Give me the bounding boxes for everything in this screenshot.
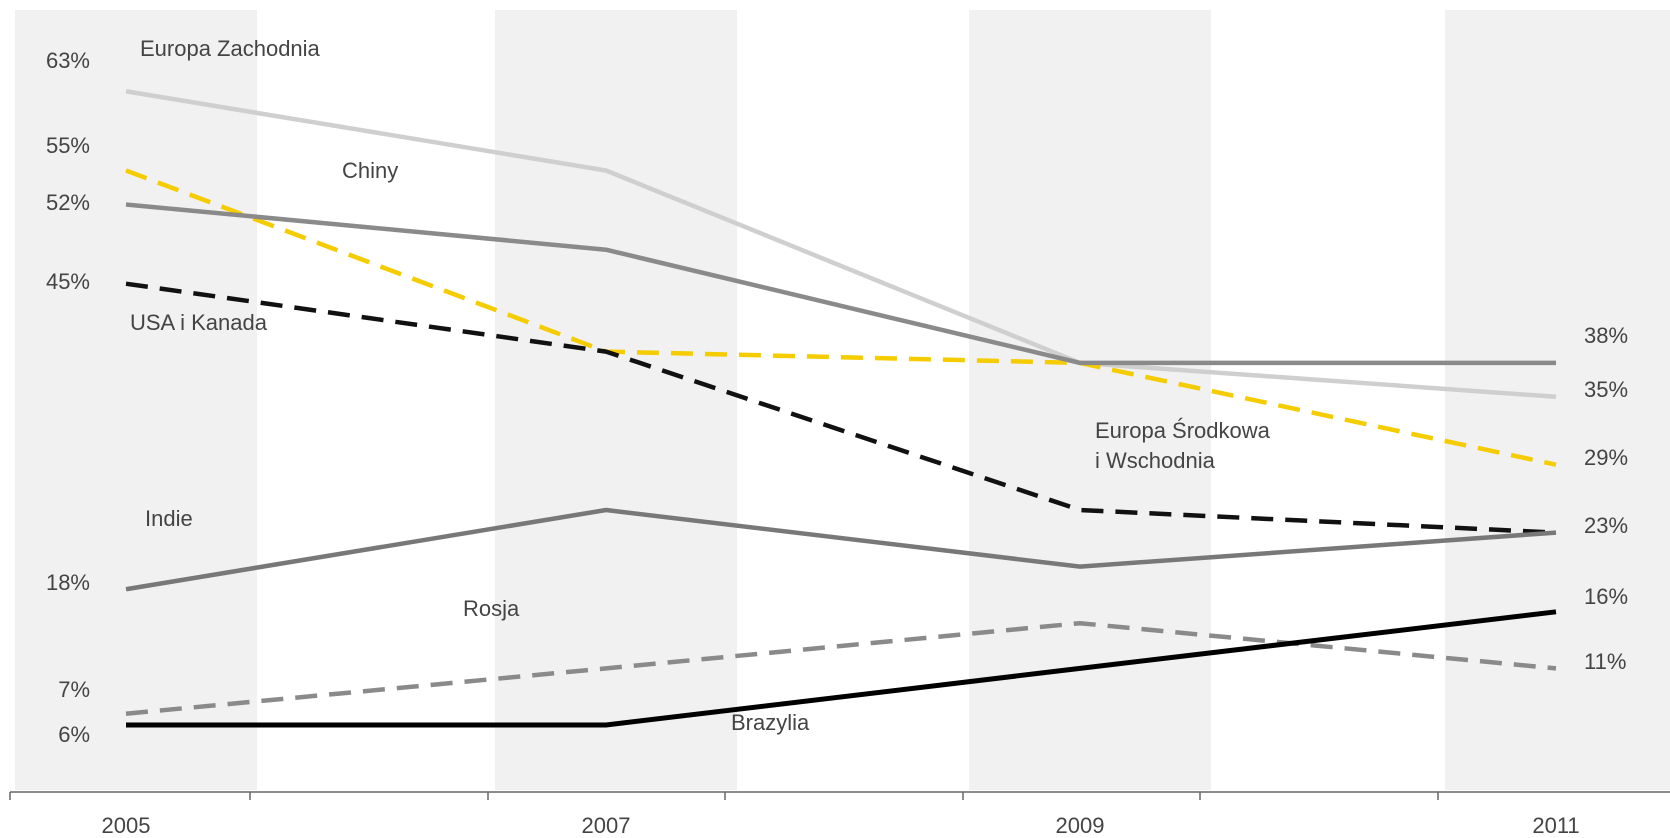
series-line-chiny (125, 168, 1557, 467)
start-value-label-indie: 18% (46, 570, 90, 595)
end-value-label-brazylia: 16% (1584, 584, 1628, 609)
start-value-label-brazylia: 6% (58, 722, 90, 747)
end-value-label-esw: 38% (1584, 323, 1628, 348)
series-name-label-usa: USA i Kanada (130, 310, 268, 335)
series-name-label-esw: Europa Środkowa i Wschodnia (1095, 418, 1271, 473)
start-value-label-ez: 63% (46, 48, 90, 73)
series-line-ez (125, 89, 1557, 400)
end-value-label-indie: 23% (1584, 513, 1628, 538)
band-2011 (1445, 10, 1670, 790)
x-tick-label-2007: 2007 (582, 813, 631, 838)
series-name-label-ez: Europa Zachodnia (140, 36, 321, 61)
series-name-label-indie: Indie (145, 506, 193, 531)
series-name-label-brazylia: Brazylia (731, 710, 810, 735)
series-line-esw (125, 202, 1556, 366)
end-value-label-rosja: 11% (1584, 649, 1626, 674)
series-line-rosja (125, 620, 1557, 716)
band-2005 (15, 10, 257, 790)
start-value-label-esw: 52% (46, 190, 90, 215)
start-value-label-usa: 45% (46, 269, 90, 294)
start-value-label-rosja: 7% (58, 677, 90, 702)
start-value-label-chiny: 55% (46, 133, 90, 158)
end-value-label-chiny: 29% (1584, 445, 1628, 470)
x-tick-label-2011: 2011 (1532, 813, 1579, 838)
x-tick-label-2009: 2009 (1056, 813, 1105, 838)
series-name-label-chiny: Chiny (342, 158, 398, 183)
band-2007 (495, 10, 737, 790)
series-line-indie (125, 507, 1557, 592)
series-name-label-rosja: Rosja (463, 596, 520, 621)
x-tick-label-2005: 2005 (102, 813, 151, 838)
series-line-usa (125, 281, 1557, 535)
band-2009 (969, 10, 1211, 790)
end-value-label-ez: 35% (1584, 377, 1628, 402)
series-line-brazylia (126, 609, 1557, 728)
